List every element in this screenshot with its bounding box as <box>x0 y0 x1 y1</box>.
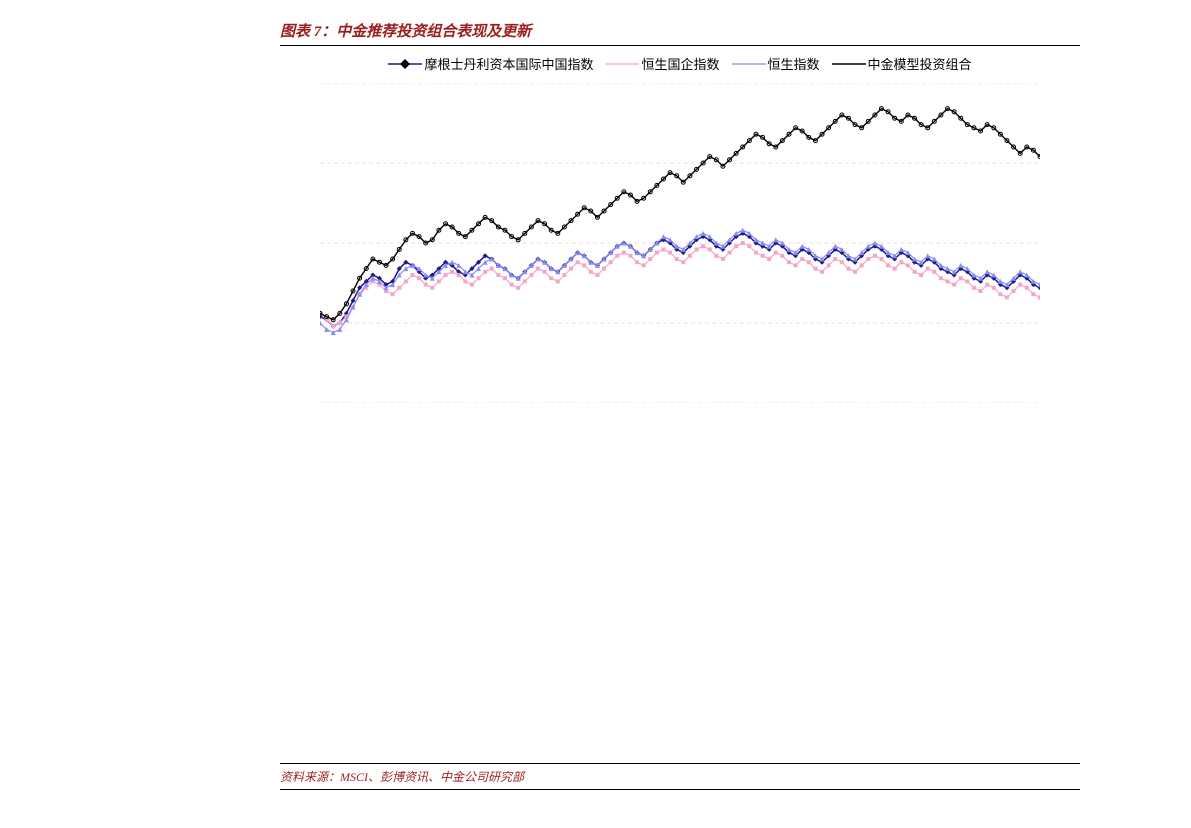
legend-swatch <box>832 57 866 71</box>
legend-item: 中金模型投资组合 <box>832 54 972 73</box>
chart-source: 资料来源：MSCI、彭博资讯、中金公司研究部 <box>280 763 1080 790</box>
legend-swatch <box>605 57 639 71</box>
legend-item: 恒生国企指数 <box>605 54 719 73</box>
legend-swatch <box>732 57 766 71</box>
legend-label: 中金模型投资组合 <box>868 54 972 73</box>
legend-item: 恒生指数 <box>732 54 820 73</box>
chart-legend: 摩根士丹利资本国际中国指数 恒生国企指数 恒生指数 中金模型投资组合 <box>280 54 1080 75</box>
legend-label: 摩根士丹利资本国际中国指数 <box>424 54 593 73</box>
legend-label: 恒生指数 <box>768 54 820 73</box>
legend-item: 摩根士丹利资本国际中国指数 <box>388 54 593 73</box>
chart-title: 图表 7：中金推荐投资组合表现及更新 <box>280 20 1080 46</box>
legend-swatch <box>388 57 422 71</box>
chart-plot <box>320 83 1040 403</box>
legend-label: 恒生国企指数 <box>641 54 719 73</box>
